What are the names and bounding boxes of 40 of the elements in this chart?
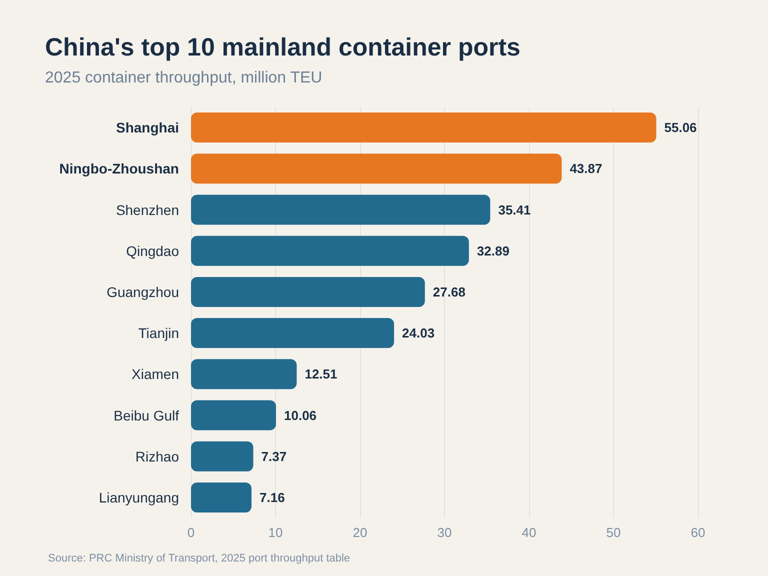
data-label: 55.06 bbox=[664, 120, 697, 136]
y-tick-label: Ningbo-Zhoushan bbox=[59, 160, 179, 177]
y-tick-label: Lianyungang bbox=[98, 489, 179, 506]
data-label: 43.87 bbox=[570, 161, 602, 176]
x-tick-label: 50 bbox=[606, 525, 621, 540]
bar bbox=[191, 318, 394, 348]
bar bbox=[191, 441, 254, 472]
x-tick-label: 30 bbox=[437, 525, 452, 540]
data-label: 10.06 bbox=[284, 408, 317, 423]
bar bbox=[191, 359, 297, 390]
x-tick-label: 10 bbox=[268, 525, 283, 540]
bar bbox=[191, 236, 469, 266]
data-label: 24.03 bbox=[402, 326, 435, 341]
x-tick-label: 60 bbox=[690, 525, 706, 540]
bar bbox=[191, 194, 490, 225]
data-label: 7.16 bbox=[260, 490, 285, 505]
data-label: 12.51 bbox=[304, 366, 338, 382]
y-tick-label: Xiamen bbox=[132, 366, 179, 382]
y-tick-label: Rizhao bbox=[135, 448, 180, 464]
bar bbox=[191, 154, 562, 184]
bar bbox=[191, 482, 252, 512]
chart-subtitle: 2025 container throughput, million TEU bbox=[45, 70, 322, 86]
y-tick-label: Beibu Gulf bbox=[114, 407, 180, 424]
bar bbox=[191, 112, 656, 143]
y-tick-label: Shenzhen bbox=[116, 202, 179, 218]
y-tick-label: Shanghai bbox=[116, 120, 179, 136]
data-label: 32.89 bbox=[476, 243, 510, 258]
x-tick-label: 20 bbox=[352, 525, 368, 540]
bar bbox=[191, 276, 425, 307]
y-tick-label: Qingdao bbox=[126, 242, 180, 259]
bar bbox=[191, 400, 276, 430]
y-tick-label: Tianjin bbox=[138, 325, 179, 342]
data-label: 27.68 bbox=[432, 284, 466, 300]
data-label: 35.41 bbox=[498, 202, 531, 218]
source-note: Source: PRC Ministry of Transport, 2025 port throughput table bbox=[48, 552, 350, 564]
y-tick-label: Guangzhou bbox=[106, 284, 179, 300]
x-tick-label: 40 bbox=[522, 525, 536, 540]
x-tick-label: 0 bbox=[187, 525, 195, 540]
chart-title: China's top 10 mainland container ports bbox=[45, 34, 520, 62]
data-label: 7.37 bbox=[261, 448, 287, 464]
